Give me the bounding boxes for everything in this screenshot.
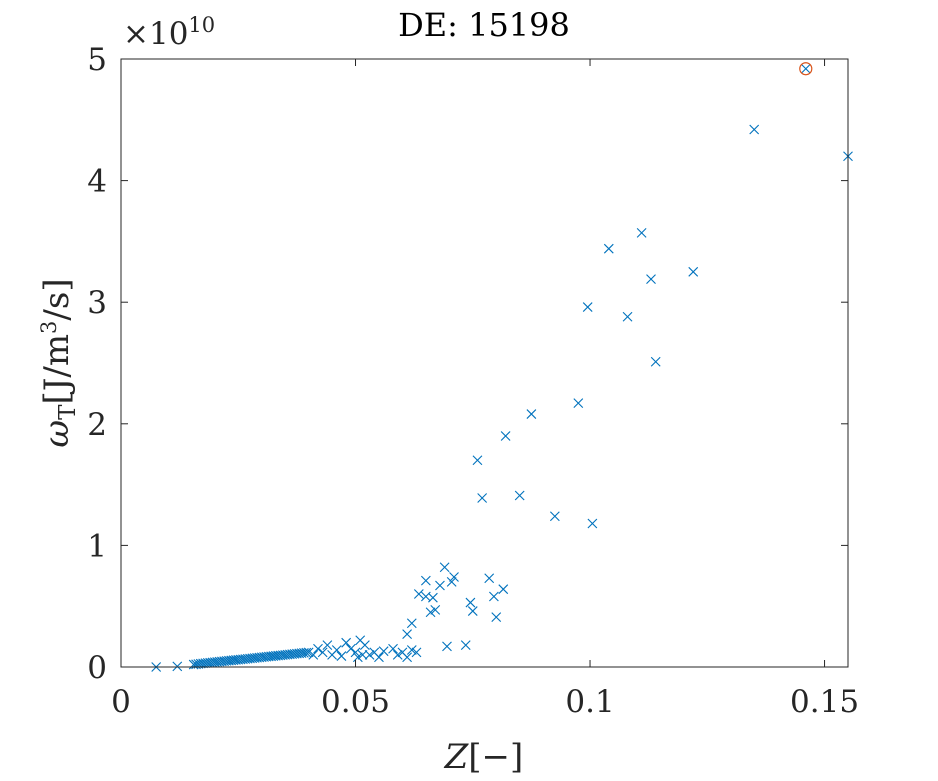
data-point xyxy=(491,612,502,623)
axis-ticks: 0 0.05 0.1 0.15 0 1 2 3 4 5 xyxy=(87,42,859,720)
data-point xyxy=(603,243,614,254)
y-exponent-power: 10 xyxy=(188,13,215,37)
data-point xyxy=(352,652,363,663)
data-point xyxy=(360,640,370,651)
y-axis-unit-sup: 3 xyxy=(37,321,61,334)
data-point xyxy=(484,573,495,584)
data-point xyxy=(646,274,656,284)
data-point xyxy=(303,647,314,658)
x-tick-label: 0.15 xyxy=(790,684,859,720)
chart-title: DE: 15198 xyxy=(398,6,570,44)
data-point xyxy=(526,409,537,419)
data-point xyxy=(498,584,509,595)
data-point xyxy=(350,647,361,658)
data-point xyxy=(420,575,431,586)
data-point xyxy=(406,645,417,655)
highlight-point xyxy=(799,62,813,76)
data-point xyxy=(308,649,319,660)
data-point xyxy=(301,647,312,658)
y-axis-subscript: T xyxy=(55,404,81,420)
data-point xyxy=(317,647,328,658)
data-point xyxy=(428,592,438,603)
data-markers xyxy=(151,62,853,672)
data-point xyxy=(460,640,471,651)
y-exponent-base: ×10 xyxy=(123,16,188,52)
data-point xyxy=(430,604,441,615)
data-point xyxy=(549,511,560,522)
y-tick-label: 1 xyxy=(87,528,107,564)
data-point xyxy=(800,63,811,74)
data-point xyxy=(582,302,593,312)
data-point xyxy=(402,652,412,663)
data-point xyxy=(467,606,478,616)
y-exponent-label: ×1010 xyxy=(123,13,215,52)
x-tick-label: 0.1 xyxy=(565,684,614,720)
y-tick-label: 4 xyxy=(87,164,107,200)
data-point xyxy=(392,649,403,660)
data-point xyxy=(374,652,384,663)
data-point xyxy=(172,661,183,672)
data-point xyxy=(406,618,417,629)
y-tick-label: 5 xyxy=(87,42,107,78)
y-tick-label: 3 xyxy=(87,285,107,321)
data-point xyxy=(439,562,450,573)
data-point xyxy=(336,651,347,661)
x-tick-label: 0.05 xyxy=(321,684,390,720)
data-point xyxy=(364,649,375,660)
data-point xyxy=(378,646,389,657)
data-point xyxy=(425,607,436,618)
data-point xyxy=(449,572,459,582)
data-point xyxy=(331,645,342,655)
data-point xyxy=(446,576,457,587)
data-point xyxy=(413,589,424,599)
data-point xyxy=(341,637,352,648)
y-axis-label: ωT[J/m3/s] xyxy=(37,278,81,447)
data-point xyxy=(299,648,309,658)
y-axis-unit-pre: [J/m xyxy=(37,334,77,405)
data-point xyxy=(411,647,422,658)
y-tick-label: 0 xyxy=(87,650,107,686)
x-axis-unit: [−] xyxy=(468,737,523,777)
plot-frame xyxy=(120,58,849,668)
data-point xyxy=(322,640,333,651)
x-tick-label: 0 xyxy=(111,684,131,720)
data-point xyxy=(500,431,511,441)
data-point xyxy=(402,629,412,640)
data-point xyxy=(388,643,398,654)
data-point xyxy=(650,356,661,367)
data-point xyxy=(587,518,598,529)
data-point xyxy=(435,580,445,591)
data-point xyxy=(313,643,323,654)
data-point xyxy=(636,227,647,238)
y-axis-variable: ω xyxy=(37,420,77,448)
data-point xyxy=(442,641,452,652)
data-point xyxy=(345,643,356,654)
x-axis-variable: Z xyxy=(444,737,470,777)
data-point xyxy=(622,311,633,322)
x-axis-label: Z[−] xyxy=(444,737,524,777)
data-point xyxy=(749,124,760,135)
data-point xyxy=(477,493,488,503)
data-point xyxy=(688,266,699,277)
y-axis-unit-post: /s] xyxy=(37,278,77,320)
data-point xyxy=(514,490,525,501)
data-point xyxy=(472,455,483,466)
data-point xyxy=(465,597,476,608)
y-tick-label: 2 xyxy=(87,407,107,443)
data-point xyxy=(573,398,584,409)
plot-area xyxy=(121,59,848,667)
data-point xyxy=(488,591,499,602)
data-point xyxy=(357,649,368,660)
